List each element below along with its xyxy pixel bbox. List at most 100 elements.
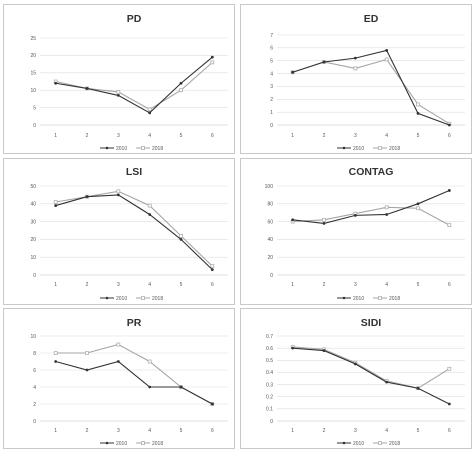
data-point-2010 [322,349,326,352]
x-tick-label: 4 [385,428,388,434]
x-tick-label: 3 [117,428,120,434]
x-tick-label: 3 [354,282,357,288]
chart-svg: LSI 0 10 20 30 40 50 1 2 3 4 5 6 2010 2018 [30,166,228,302]
data-point-2018 [447,223,452,228]
data-point-2010 [416,386,420,390]
legend-marker-2018 [141,146,145,150]
x-tick-label: 4 [385,282,388,288]
y-tick-label: 60 [267,219,273,225]
y-tick-label: 0.5 [266,358,273,364]
x-tick-label: 1 [291,282,294,288]
data-point-2010 [291,218,295,222]
data-point-2010 [85,195,89,199]
data-point-2010 [447,189,451,192]
y-tick-label: 0.6 [266,346,273,352]
data-point-2018 [53,351,58,355]
y-tick-label: 0.1 [266,407,273,413]
legend-label-2018: 2018 [389,146,400,152]
legend-label-2010: 2010 [116,296,127,302]
x-tick-label: 1 [54,428,57,434]
legend-marker-2018 [378,441,382,445]
chart-svg: ED 0 1 2 3 4 5 6 7 1 2 3 4 5 6 2010 2018 [270,13,465,152]
x-tick-label: 5 [417,428,420,434]
data-point-2010 [85,87,89,90]
legend-marker-2010 [105,296,109,300]
chart-svg: CONTAG 0 20 40 60 80 100 1 2 3 4 5 6 2010 2018 [265,166,465,302]
chart-panel-ed: ED 0 1 2 3 4 5 6 7 1 2 3 4 5 6 2010 2018 [240,4,472,154]
legend-marker-2018 [141,441,145,445]
data-point-2010 [148,385,152,389]
data-point-2010 [54,360,58,363]
legend-label-2018: 2018 [389,296,400,302]
x-tick-label: 3 [354,428,357,434]
chart-title: SIDI [361,317,382,329]
data-point-2018 [384,205,389,210]
data-point-2018 [53,200,58,204]
legend-marker-2010 [105,441,109,445]
series-line-2018 [55,190,213,267]
x-tick-label: 6 [448,133,451,139]
chart-panel-lsi: LSI 0 10 20 30 40 50 1 2 3 4 5 6 2010 2018 [3,158,235,305]
legend-label-2018: 2018 [152,296,163,302]
series-line-2010 [55,360,213,405]
legend-label-2010: 2010 [353,441,364,447]
data-point-2010 [148,213,152,216]
data-point-2010 [322,60,326,64]
series-line-2018 [292,58,450,125]
data-point-2010 [54,204,58,207]
x-tick-label: 3 [117,133,120,139]
y-tick-label: 4 [33,385,36,391]
legend-marker-2010 [105,146,109,150]
data-point-2010 [210,402,214,406]
y-tick-label: 5 [33,105,36,111]
y-tick-label: 0 [33,123,36,129]
data-point-2010 [116,193,120,197]
data-point-2018 [116,189,121,194]
chart-svg: PD 0 5 10 15 20 25 1 2 3 4 5 6 2010 2018 [30,13,228,152]
data-point-2010 [385,213,389,216]
y-tick-label: 25 [30,36,36,42]
y-tick-label: 40 [267,237,273,243]
x-tick-label: 5 [417,282,420,288]
data-point-2010 [385,380,389,384]
y-tick-label: 0.3 [266,382,273,388]
x-tick-label: 6 [448,282,451,288]
y-tick-label: 20 [267,255,273,261]
x-tick-label: 6 [211,428,214,434]
y-tick-label: 7 [270,33,273,39]
data-point-2010 [179,238,183,241]
data-point-2010 [322,221,326,225]
series-line-2010 [55,194,213,271]
x-tick-label: 4 [385,133,388,139]
y-tick-label: 6 [270,46,273,52]
series-line-2010 [292,49,450,126]
y-tick-label: 1 [270,110,273,116]
x-tick-label: 6 [448,428,451,434]
x-tick-label: 5 [417,133,420,139]
x-tick-label: 3 [354,133,357,139]
chart-title: PR [127,317,142,329]
series-line-2010 [55,56,213,114]
legend-marker-2018 [378,296,382,300]
data-point-2018 [384,57,389,62]
x-tick-label: 3 [117,282,120,288]
y-tick-label: 0 [33,273,36,279]
y-tick-label: 3 [270,84,273,90]
y-tick-label: 6 [33,368,36,374]
data-point-2010 [353,56,357,60]
data-point-2010 [353,362,357,366]
x-tick-label: 2 [323,428,326,434]
data-point-2018 [447,366,452,371]
series-line-2018 [292,206,450,226]
x-tick-label: 2 [86,282,89,288]
x-tick-label: 5 [180,428,183,434]
data-point-2010 [148,111,152,115]
legend-marker-2010 [342,441,346,445]
data-point-2010 [116,94,120,97]
data-point-2010 [447,402,451,406]
data-point-2010 [179,81,183,85]
data-point-2018 [179,88,183,93]
data-point-2010 [416,112,420,115]
y-tick-label: 8 [33,351,36,357]
x-tick-label: 4 [148,428,151,434]
